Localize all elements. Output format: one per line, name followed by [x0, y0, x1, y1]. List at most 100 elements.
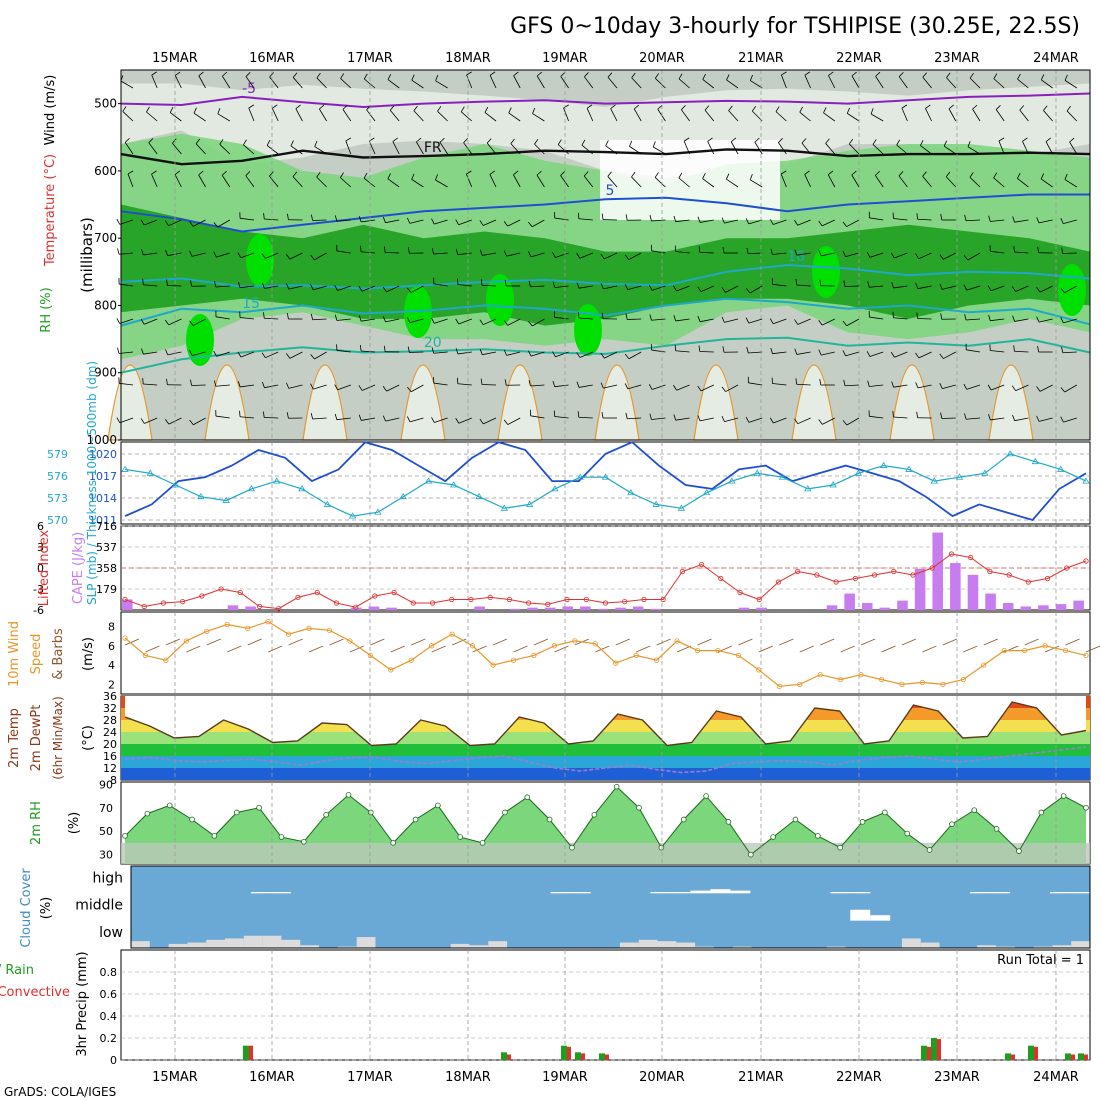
wind-barb-flag	[940, 214, 943, 221]
wind-barb-flag	[1036, 217, 1040, 224]
wind-barb	[245, 175, 255, 188]
wind-barb	[797, 417, 811, 425]
lifted-index-marker	[871, 572, 878, 578]
wind-barb-flag	[1012, 315, 1015, 322]
wind-barb	[699, 251, 714, 254]
wind-barb-flag	[460, 106, 465, 113]
wind-barb-flag	[654, 172, 659, 178]
wind-barb-flag	[148, 138, 154, 144]
temperature-band	[121, 756, 1090, 768]
wind-speed-marker	[510, 657, 517, 663]
lifted-index-marker	[660, 596, 666, 603]
wind-barb	[586, 108, 594, 122]
wind-barb-flag	[382, 216, 386, 223]
lifted-index-marker	[391, 589, 397, 596]
wind-barb-flag	[577, 411, 580, 418]
wind-speed-marker	[654, 657, 660, 663]
wind-barb	[781, 74, 787, 89]
wind-barb	[869, 415, 884, 419]
wind-barb-flag	[286, 353, 291, 359]
wind-barb	[143, 383, 158, 386]
wind-barb-flag	[358, 216, 362, 223]
wind-barb-flag	[993, 73, 998, 79]
rh2m-marker	[345, 792, 352, 798]
lifted-index-marker	[429, 600, 436, 606]
wind-barb-flag	[818, 220, 823, 227]
cape-bar	[597, 608, 609, 610]
wind-barb	[627, 417, 642, 420]
wind-barb	[990, 219, 1005, 222]
wind-barb	[292, 77, 303, 89]
wind-barb-flag	[407, 287, 412, 293]
cloud-bar-low	[995, 946, 1015, 948]
wind-barb-flag	[437, 106, 442, 112]
wind-barb	[943, 351, 956, 359]
wind-barb	[651, 285, 666, 291]
wind-barb	[314, 146, 327, 155]
wind-barb-flag	[1013, 246, 1015, 253]
wind-barb-flag	[967, 141, 971, 147]
wind-barb	[193, 417, 206, 426]
wind-barb-flag	[262, 282, 265, 289]
wind-barb-flag	[673, 215, 677, 222]
wind-barb-flag	[528, 221, 533, 228]
thickness-marker	[525, 500, 534, 507]
wind-speed-marker	[285, 631, 292, 637]
wind-barb-flag	[1019, 105, 1025, 111]
wind-barb	[578, 384, 593, 388]
surface-wind-barb	[390, 645, 405, 653]
wind-barb-flag	[842, 350, 846, 357]
wind-barb	[120, 80, 134, 89]
dewpt-axis-label: 2m DewPt	[29, 705, 44, 772]
cape-bar	[650, 608, 662, 610]
lifted-index-marker	[756, 596, 762, 603]
surface-wind-barb	[533, 638, 549, 646]
wind-barb-flag	[407, 346, 410, 353]
wind-speed-marker	[960, 676, 966, 683]
wind-barb-flag	[243, 139, 247, 146]
wind-barb	[215, 384, 230, 387]
lifted-index-marker	[775, 579, 782, 585]
wind-barb-flag	[722, 247, 725, 254]
surface-wind-barb	[840, 645, 855, 653]
wind-barb-flag	[649, 314, 652, 321]
wind-barb-flag	[749, 74, 753, 81]
wind-tick-label: 8	[108, 620, 115, 633]
wind-barb	[172, 143, 182, 155]
wind-barb	[748, 252, 763, 255]
top-day-label: 23MAR	[934, 51, 980, 66]
precip-convective-bar	[581, 1053, 585, 1060]
surface-wind-barb	[1085, 645, 1100, 653]
wind-barb	[773, 318, 787, 325]
wind-barb-flag	[963, 255, 969, 261]
wind-barb	[578, 285, 593, 289]
wind-barb-flag	[248, 104, 255, 109]
wind-barb-flag	[922, 72, 928, 78]
wind-barb	[799, 111, 811, 122]
cloud-bar-low	[1071, 941, 1090, 948]
legend-wind: Wind (m/s)	[43, 75, 58, 146]
wind-barb-flag	[142, 278, 144, 285]
wind-barb	[314, 351, 327, 360]
wind-barb	[264, 218, 279, 221]
wind-barb-flag	[916, 312, 919, 319]
wind-barb-flag	[866, 251, 871, 258]
cape-bar	[950, 563, 961, 610]
wind-barb-flag	[117, 347, 120, 354]
bottom-day-label: 15MAR	[152, 1070, 198, 1085]
wind-barb	[336, 318, 351, 321]
wind-barb-flag	[387, 74, 392, 80]
li-tick-label: -3	[33, 583, 44, 596]
wind-barb-flag	[214, 281, 217, 288]
cloud-cover-axis-label: Cloud Cover	[19, 868, 34, 948]
wind-barb-flag	[345, 137, 352, 142]
wind-barb	[1014, 219, 1029, 223]
wind-barb-flag	[140, 418, 145, 424]
wind-barb-flag	[794, 319, 799, 325]
cloud-bar-high	[710, 889, 731, 894]
precip-tick-label: 0.6	[100, 988, 118, 1001]
wind-barb	[222, 75, 231, 89]
wind-barb	[345, 140, 352, 155]
wind-barb	[1064, 384, 1078, 393]
wind-barb-flag	[504, 280, 507, 287]
